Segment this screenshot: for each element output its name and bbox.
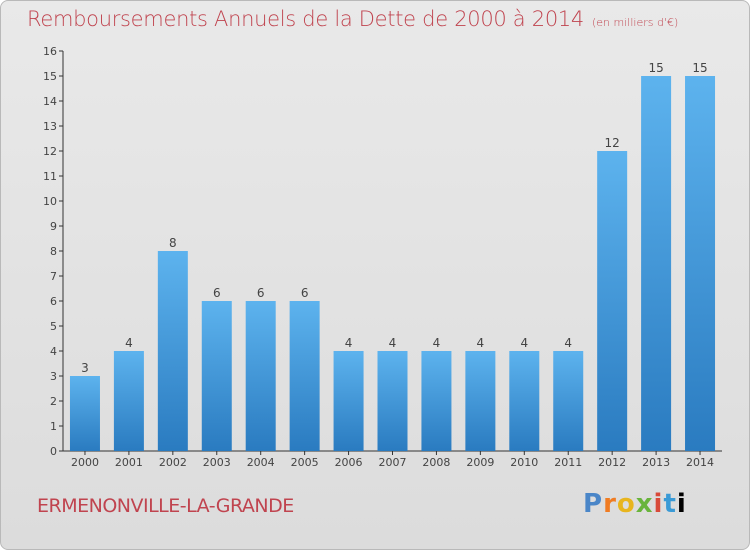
data-label: 6 [213, 286, 221, 300]
data-label: 15 [648, 61, 663, 75]
y-tick-label: 11 [43, 170, 57, 183]
x-tick-label: 2004 [247, 456, 275, 469]
data-label: 4 [564, 336, 572, 350]
x-tick-label: 2003 [203, 456, 231, 469]
data-label: 6 [257, 286, 265, 300]
y-tick-label: 2 [50, 395, 57, 408]
x-tick-label: 2005 [291, 456, 319, 469]
bar [201, 301, 232, 451]
x-tick-label: 2012 [598, 456, 626, 469]
chart-title: Remboursements Annuels de la Dette de 20… [27, 7, 678, 31]
bar [465, 351, 496, 451]
x-tick-label: 2007 [379, 456, 407, 469]
y-tick-label: 10 [43, 195, 57, 208]
y-tick-label: 4 [50, 345, 57, 358]
y-tick-label: 14 [43, 95, 57, 108]
data-label: 4 [125, 336, 133, 350]
x-tick-label: 2000 [71, 456, 99, 469]
bar [509, 351, 540, 451]
bar [641, 76, 672, 451]
y-tick-label: 0 [50, 445, 57, 458]
data-label: 4 [433, 336, 441, 350]
x-tick-label: 2008 [422, 456, 450, 469]
y-tick-label: 3 [50, 370, 57, 383]
data-label: 4 [389, 336, 397, 350]
bar [685, 76, 716, 451]
x-tick-label: 2013 [642, 456, 670, 469]
data-label: 3 [81, 361, 89, 375]
data-label: 6 [301, 286, 309, 300]
data-label: 12 [605, 136, 620, 150]
y-tick-label: 1 [50, 420, 57, 433]
y-tick-label: 9 [50, 220, 57, 233]
y-tick-label: 7 [50, 270, 57, 283]
bar [597, 151, 628, 451]
x-tick-label: 2010 [510, 456, 538, 469]
y-tick-label: 13 [43, 120, 57, 133]
x-tick-label: 2011 [554, 456, 582, 469]
x-tick-label: 2006 [335, 456, 363, 469]
bar [377, 351, 408, 451]
y-tick-label: 12 [43, 145, 57, 158]
bar [245, 301, 276, 451]
bar [69, 376, 100, 451]
x-tick-label: 2009 [466, 456, 494, 469]
commune-name: ERMENONVILLE-LA-GRANDE [37, 495, 294, 517]
y-tick-label: 6 [50, 295, 57, 308]
y-tick-label: 15 [43, 70, 57, 83]
data-label: 4 [345, 336, 353, 350]
bar [333, 351, 364, 451]
data-label: 4 [477, 336, 485, 350]
bar [113, 351, 144, 451]
data-label: 4 [520, 336, 528, 350]
unit-note: (en milliers d'€) [592, 16, 679, 29]
bar [553, 351, 584, 451]
chart-title-text: Remboursements Annuels de la Dette de 20… [27, 7, 584, 31]
x-tick-label: 2002 [159, 456, 187, 469]
y-tick-label: 8 [50, 245, 57, 258]
proxiti-logo: Proxiti [583, 489, 687, 519]
y-tick-label: 16 [43, 45, 57, 58]
x-tick-label: 2014 [686, 456, 714, 469]
x-tick-label: 2001 [115, 456, 143, 469]
data-label: 15 [692, 61, 707, 75]
y-tick-label: 5 [50, 320, 57, 333]
bar [421, 351, 452, 451]
bar [289, 301, 320, 451]
data-label: 8 [169, 236, 177, 250]
bar [157, 251, 188, 451]
